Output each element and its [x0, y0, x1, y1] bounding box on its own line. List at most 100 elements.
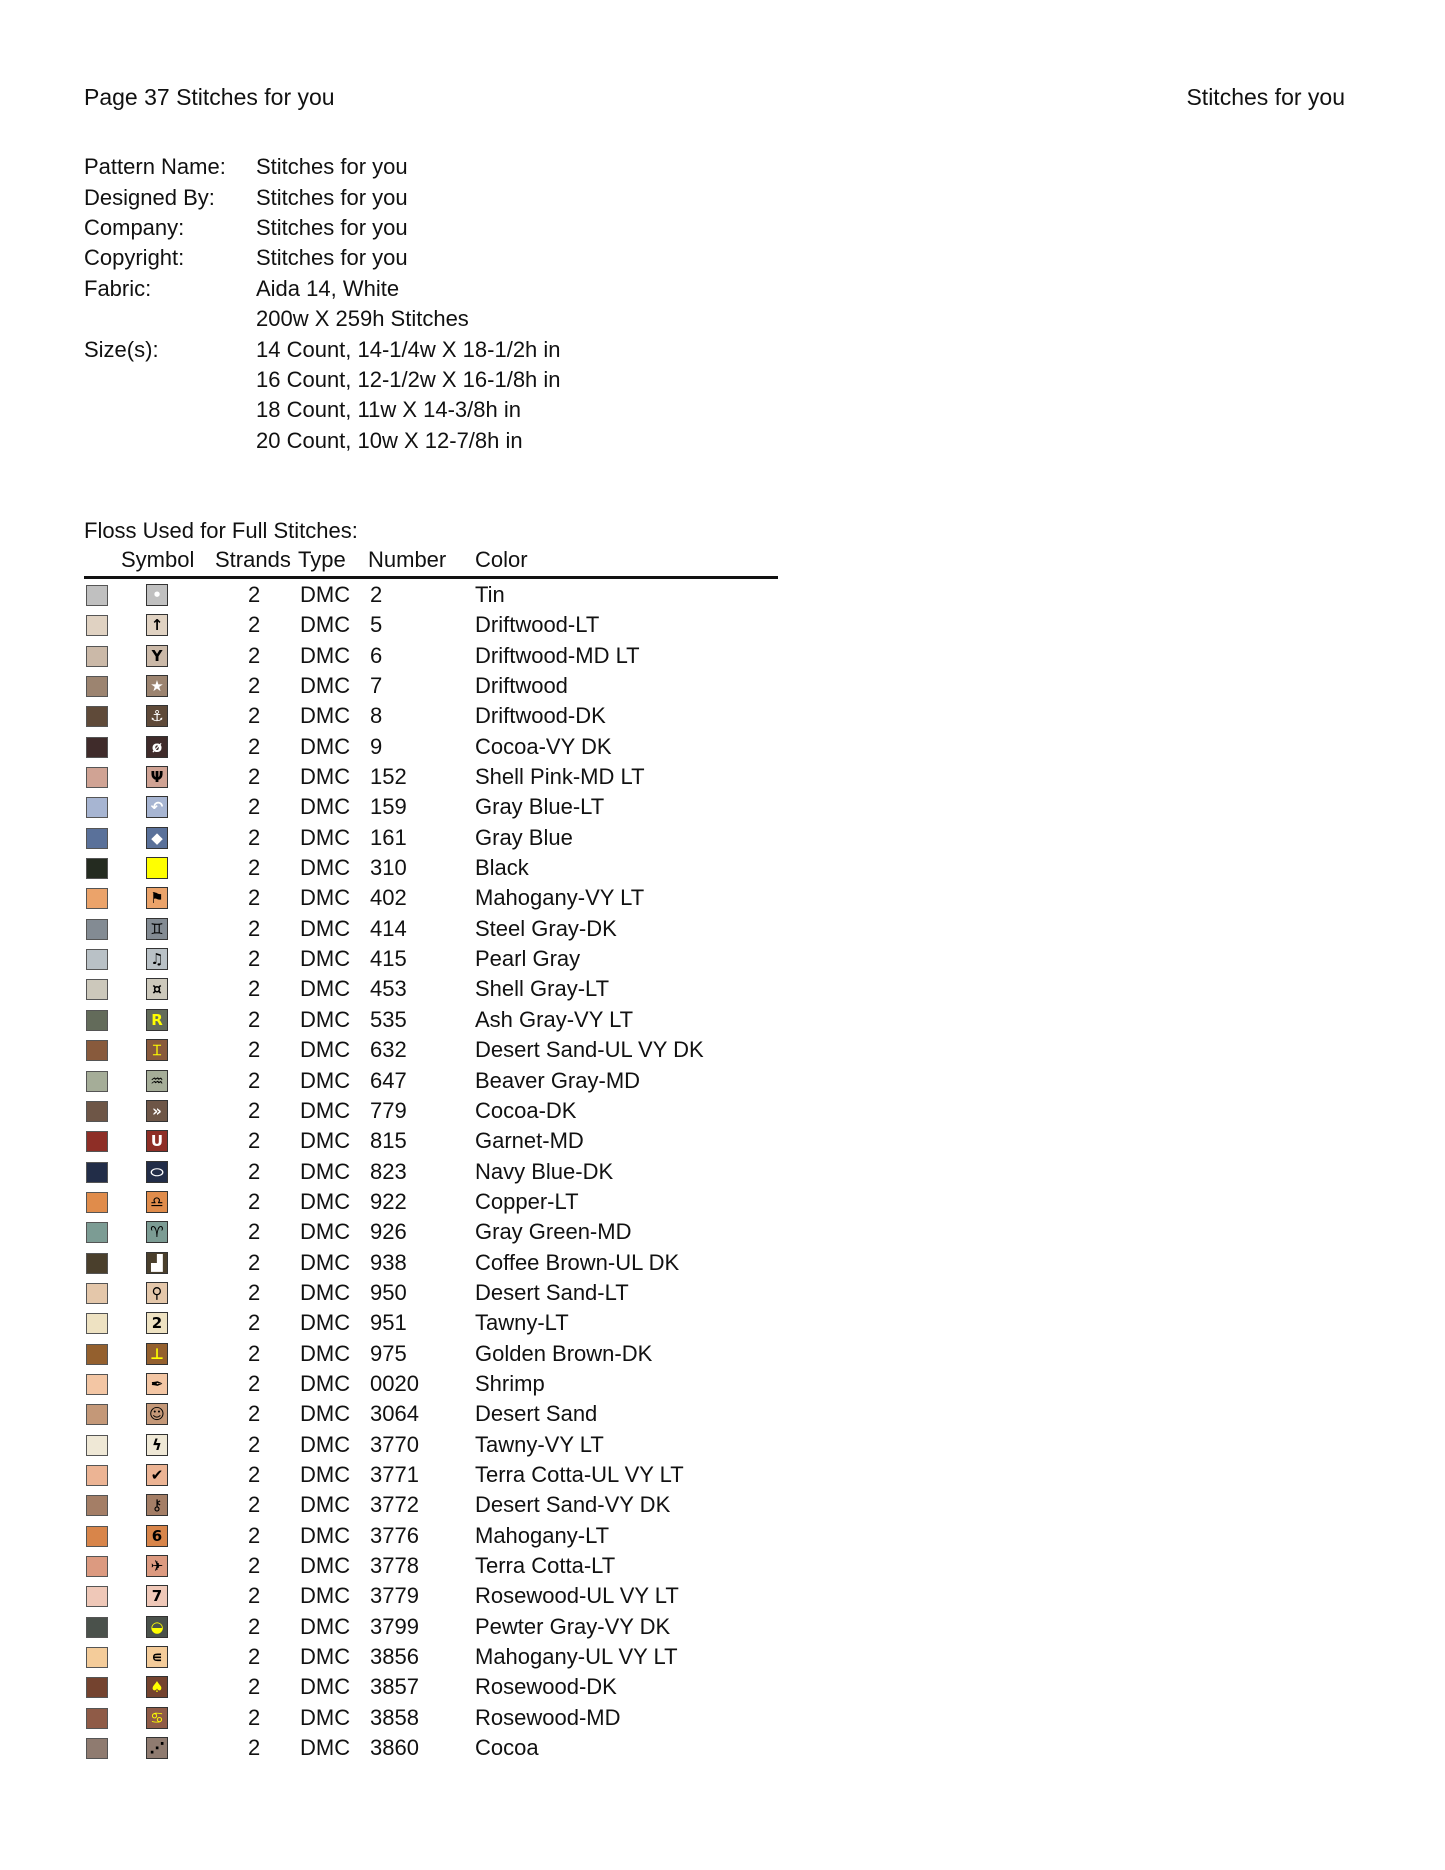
- strands: 2: [248, 1188, 261, 1214]
- floss-type: DMC: [300, 1340, 351, 1366]
- color-swatch: [86, 1647, 108, 1669]
- floss-type: DMC: [300, 855, 351, 881]
- floss-row: ♈ 2 DMC 926 Gray Green-MD: [84, 1216, 784, 1246]
- color-swatch: [86, 918, 108, 940]
- color-name: Tawny-VY LT: [475, 1431, 604, 1457]
- info-value: 16 Count, 12-1/2w X 16-1/8h in: [256, 366, 561, 392]
- airplane-icon: ✈: [146, 1555, 168, 1577]
- floss-number: 414: [370, 915, 407, 941]
- floss-row: ♠ 2 DMC 3857 Rosewood-DK: [84, 1671, 784, 1701]
- floss-type: DMC: [300, 673, 351, 699]
- strands: 2: [248, 855, 261, 881]
- color-swatch: [86, 676, 108, 698]
- color-swatch: [86, 888, 108, 910]
- color-swatch: [86, 1495, 108, 1517]
- color-name: Cocoa-VY DK: [475, 733, 612, 759]
- strands: 2: [248, 794, 261, 820]
- color-swatch: [86, 1677, 108, 1699]
- color-swatch: [86, 1191, 108, 1213]
- color-swatch: [86, 1707, 108, 1729]
- floss-row: 6 2 DMC 3776 Mahogany-LT: [84, 1520, 784, 1550]
- strands: 2: [248, 733, 261, 759]
- floss-number: 779: [370, 1097, 407, 1123]
- up-tack-icon: ⊥: [146, 1342, 168, 1365]
- floss-type: DMC: [300, 1158, 351, 1184]
- strands: 2: [248, 824, 261, 850]
- strands: 2: [248, 1644, 261, 1670]
- color-name: Driftwood: [475, 673, 568, 699]
- floss-row: ✈ 2 DMC 3778 Terra Cotta-LT: [84, 1550, 784, 1580]
- info-label: Company:: [84, 214, 185, 240]
- floss-number: 3064: [370, 1401, 419, 1427]
- floss-type: DMC: [300, 1370, 351, 1396]
- strands: 2: [248, 1158, 261, 1184]
- color-name: Shrimp: [475, 1370, 545, 1396]
- info-row: Fabric: Aida 14, White: [84, 274, 561, 304]
- strands: 2: [248, 1735, 261, 1761]
- floss-number: 3771: [370, 1461, 419, 1487]
- floss-row: ◒ 2 DMC 3799 Pewter Gray-VY DK: [84, 1611, 784, 1641]
- color-name: Cocoa-DK: [475, 1097, 577, 1123]
- floss-type: DMC: [300, 1704, 351, 1730]
- pattern-info: Pattern Name: Stitches for you Designed By…: [84, 152, 561, 456]
- color-name: Shell Gray-LT: [475, 976, 610, 1002]
- floss-row: ♋ 2 DMC 3858 Rosewood-MD: [84, 1702, 784, 1732]
- color-swatch: [86, 767, 108, 789]
- info-value: Stitches for you: [256, 245, 408, 271]
- floss-number: 3776: [370, 1522, 419, 1548]
- strands: 2: [248, 1461, 261, 1487]
- floss-row: ★ 2 DMC 7 Driftwood: [84, 670, 784, 700]
- floss-number: 3856: [370, 1644, 419, 1670]
- floss-type: DMC: [300, 1735, 351, 1761]
- grass-icon: ⋰: [146, 1737, 168, 1760]
- color-swatch: [86, 1525, 108, 1547]
- color-swatch: [86, 1009, 108, 1031]
- color-swatch: [86, 1404, 108, 1426]
- col-number: Number: [368, 547, 447, 572]
- floss-type: DMC: [300, 642, 351, 668]
- letter-y-icon: Y: [146, 644, 168, 667]
- floss-number: 3770: [370, 1431, 419, 1457]
- gemini-small-icon: ¤: [146, 978, 168, 1001]
- strands: 2: [248, 673, 261, 699]
- strands: 2: [248, 1704, 261, 1730]
- strands: 2: [248, 1674, 261, 1700]
- floss-number: 3799: [370, 1613, 419, 1639]
- color-swatch: [86, 1070, 108, 1092]
- info-label: Copyright:: [84, 245, 185, 271]
- color-name: Gray Blue: [475, 824, 573, 850]
- pen-icon: ✒: [146, 1372, 168, 1395]
- floss-type: DMC: [300, 764, 351, 790]
- color-swatch: [86, 1343, 108, 1365]
- star-icon: ★: [146, 675, 168, 698]
- letter-u-icon: U: [146, 1130, 168, 1153]
- floss-number: 3772: [370, 1492, 419, 1518]
- digit-6-icon: 6: [146, 1524, 168, 1547]
- feather-icon: ø: [146, 735, 168, 758]
- strands: 2: [248, 946, 261, 972]
- color-name: Ash Gray-VY LT: [475, 1006, 634, 1032]
- floss-row: ø 2 DMC 9 Cocoa-VY DK: [84, 731, 784, 761]
- color-name: Driftwood-LT: [475, 612, 600, 638]
- floss-type: DMC: [300, 612, 351, 638]
- floss-row: R 2 DMC 535 Ash Gray-VY LT: [84, 1004, 784, 1034]
- floss-type: DMC: [300, 1522, 351, 1548]
- floss-number: 922: [370, 1188, 407, 1214]
- u-turn-icon: ↶: [146, 796, 168, 819]
- strands: 2: [248, 1128, 261, 1154]
- i-beam-icon: ⌶: [146, 1039, 168, 1062]
- floss-row: ⚲ 2 DMC 950 Desert Sand-LT: [84, 1277, 784, 1307]
- floss-type: DMC: [300, 794, 351, 820]
- floss-number: 9: [370, 733, 383, 759]
- color-name: Shell Pink-MD LT: [475, 764, 645, 790]
- floss-type: DMC: [300, 1067, 351, 1093]
- fast-forward-icon: »: [146, 1099, 168, 1122]
- floss-type: DMC: [300, 1492, 351, 1518]
- color-swatch: [86, 979, 108, 1001]
- floss-number: 2: [370, 582, 383, 607]
- color-name: Desert Sand: [475, 1401, 598, 1427]
- strands: 2: [248, 642, 261, 668]
- color-name: Desert Sand-LT: [475, 1279, 629, 1305]
- color-swatch: [86, 1556, 108, 1577]
- floss-number: 3778: [370, 1553, 419, 1578]
